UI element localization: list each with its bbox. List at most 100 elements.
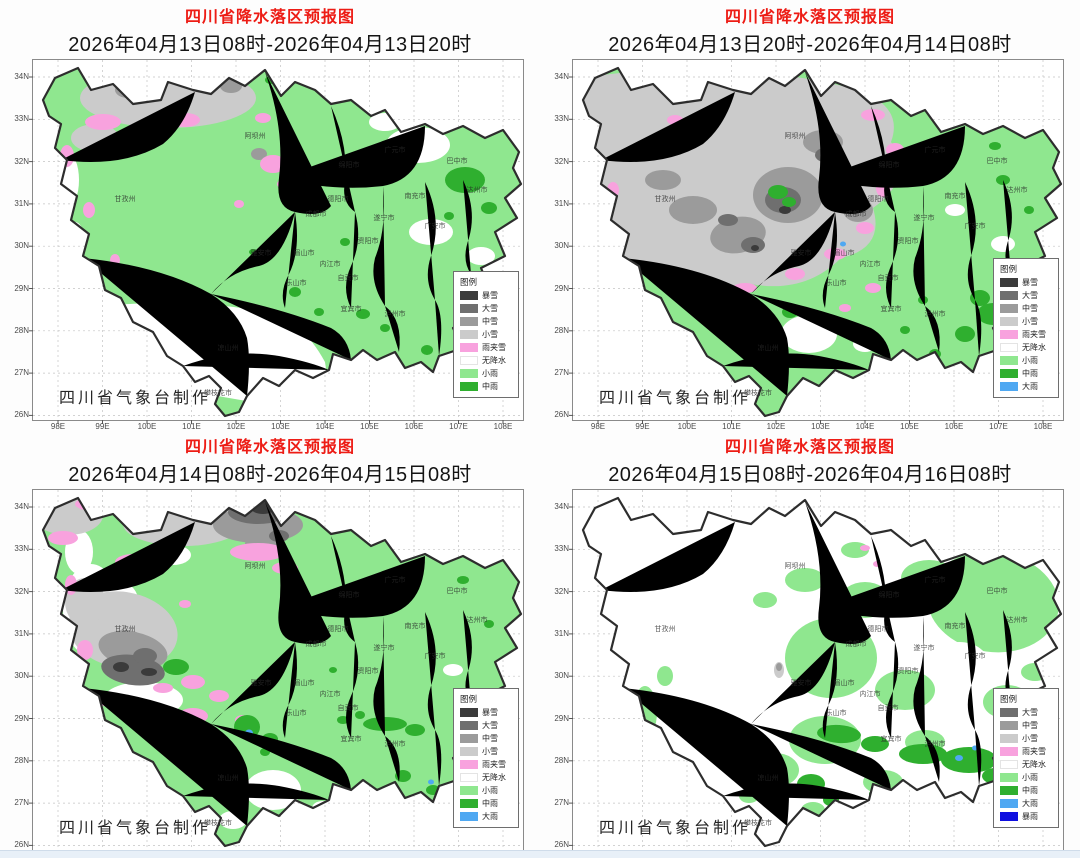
legend-row: 中雨	[460, 381, 512, 392]
map-legend: 图例 暴雪 大雪 中雪 小雪 雨夹雪 无降水 小雨 中雨	[453, 271, 519, 398]
y-tick-label: 26N	[14, 840, 29, 850]
legend-label: 雨夹雪	[482, 343, 506, 352]
y-tick-label: 33N	[14, 114, 29, 124]
legend-row: 无降水	[460, 355, 512, 366]
legend-swatch	[460, 786, 478, 795]
y-tick-label: 28N	[554, 755, 569, 765]
y-tick-label: 29N	[554, 713, 569, 723]
legend-row: 大雨	[460, 811, 512, 822]
y-tick-label: 27N	[554, 368, 569, 378]
legend-label: 暴雪	[482, 708, 498, 717]
legend-swatch	[1000, 317, 1018, 326]
y-tick-label: 34N	[14, 72, 29, 81]
legend-row: 小雨	[1000, 355, 1052, 366]
legend-label: 无降水	[482, 773, 506, 782]
legend-swatch	[460, 382, 478, 391]
legend-swatch	[1000, 356, 1018, 365]
legend-swatch	[460, 708, 478, 717]
y-tick-label: 34N	[14, 502, 29, 511]
legend-label: 大雪	[482, 721, 498, 730]
legend-row: 中雪	[1000, 720, 1052, 731]
legend-label: 暴雨	[1022, 812, 1038, 821]
legend-label: 中雪	[1022, 721, 1038, 730]
legend-title: 图例	[1000, 264, 1018, 274]
legend-label: 大雪	[1022, 291, 1038, 300]
legend-row: 中雪	[1000, 303, 1052, 314]
legend-swatch	[460, 356, 478, 365]
panel-subtitle: 2026年04月13日08时-2026年04月13日20时	[68, 34, 472, 56]
legend-label: 雨夹雪	[1022, 747, 1046, 756]
map-legend: 图例 大雪 中雪 小雪 雨夹雪 无降水 小雨 中雨 大雨 暴雨	[993, 688, 1059, 828]
legend-row: 小雪	[1000, 316, 1052, 327]
legend-swatch	[460, 773, 478, 782]
attribution-text: 四川省气象台制作	[599, 820, 752, 837]
legend-items: 暴雪 大雪 中雪 小雪 雨夹雪 无降水 小雨 中雨 大雨	[460, 707, 512, 822]
attribution-text: 四川省气象台制作	[599, 390, 752, 407]
legend-row: 大雪	[1000, 290, 1052, 301]
legend-label: 无降水	[1022, 760, 1046, 769]
legend-row: 雨夹雪	[460, 342, 512, 353]
legend-row: 中雨	[1000, 368, 1052, 379]
legend-swatch	[460, 291, 478, 300]
legend-label: 小雨	[482, 369, 498, 378]
legend-row: 雨夹雪	[1000, 746, 1052, 757]
legend-swatch	[460, 812, 478, 821]
legend-label: 大雨	[1022, 799, 1038, 808]
legend-label: 小雨	[482, 786, 498, 795]
legend-title: 图例	[460, 277, 478, 287]
panel-title: 四川省降水落区预报图	[184, 439, 355, 456]
y-tick-label: 28N	[14, 325, 29, 335]
legend-row: 无降水	[1000, 759, 1052, 770]
legend-row: 中雨	[460, 798, 512, 809]
legend-label: 大雪	[482, 304, 498, 313]
legend-swatch	[1000, 291, 1018, 300]
y-tick-label: 26N	[14, 410, 29, 420]
forecast-panel-4: 四川省降水落区预报图 2026年04月15日08时-2026年04月16日08时	[540, 430, 1080, 858]
y-tick-label: 31N	[554, 628, 569, 638]
y-tick-label: 34N	[554, 502, 569, 511]
y-tick-label: 33N	[14, 544, 29, 554]
legend-swatch	[460, 369, 478, 378]
y-tick-label: 32N	[14, 586, 29, 596]
legend-label: 中雪	[1022, 304, 1038, 313]
legend-label: 无降水	[1022, 343, 1046, 352]
y-tick-label: 27N	[14, 368, 29, 378]
map-legend: 图例 暴雪 大雪 中雪 小雪 雨夹雪 无降水 小雨 中雨 大雨	[453, 688, 519, 828]
panel-title: 四川省降水落区预报图	[184, 9, 355, 26]
legend-swatch	[460, 734, 478, 743]
y-tick-label: 29N	[14, 713, 29, 723]
legend-row: 无降水	[1000, 342, 1052, 353]
panel-subtitle: 2026年04月13日20时-2026年04月14日08时	[608, 34, 1012, 56]
legend-swatch	[1000, 708, 1018, 717]
legend-label: 中雨	[482, 382, 498, 391]
legend-label: 雨夹雪	[1022, 330, 1046, 339]
sichuan-map	[569, 60, 1063, 424]
legend-label: 小雪	[482, 747, 498, 756]
y-tick-label: 30N	[14, 241, 29, 251]
legend-row: 大雪	[460, 303, 512, 314]
legend-swatch	[1000, 304, 1018, 313]
panel-subtitle: 2026年04月15日08时-2026年04月16日08时	[608, 464, 1012, 486]
forecast-panel-3: 四川省降水落区预报图 2026年04月14日08时-2026年04月15日08时	[0, 430, 540, 858]
legend-label: 雨夹雪	[482, 760, 506, 769]
legend-label: 大雨	[1022, 382, 1038, 391]
y-tick-label: 31N	[14, 198, 29, 208]
y-tick-label: 33N	[554, 114, 569, 124]
legend-label: 小雨	[1022, 773, 1038, 782]
legend-label: 大雪	[1022, 708, 1038, 717]
legend-label: 无降水	[482, 356, 506, 365]
bottom-strip	[0, 850, 1080, 858]
legend-label: 暴雪	[1022, 278, 1038, 287]
y-tick-label: 32N	[554, 156, 569, 166]
legend-swatch	[1000, 734, 1018, 743]
y-tick-label: 32N	[14, 156, 29, 166]
legend-title: 图例	[460, 694, 478, 704]
y-tick-label: 28N	[554, 325, 569, 335]
legend-swatch	[1000, 812, 1018, 821]
legend-swatch	[1000, 369, 1018, 378]
legend-row: 小雨	[1000, 772, 1052, 783]
legend-row: 小雨	[460, 785, 512, 796]
legend-row: 大雪	[1000, 707, 1052, 718]
attribution-text: 四川省气象台制作	[59, 820, 212, 837]
